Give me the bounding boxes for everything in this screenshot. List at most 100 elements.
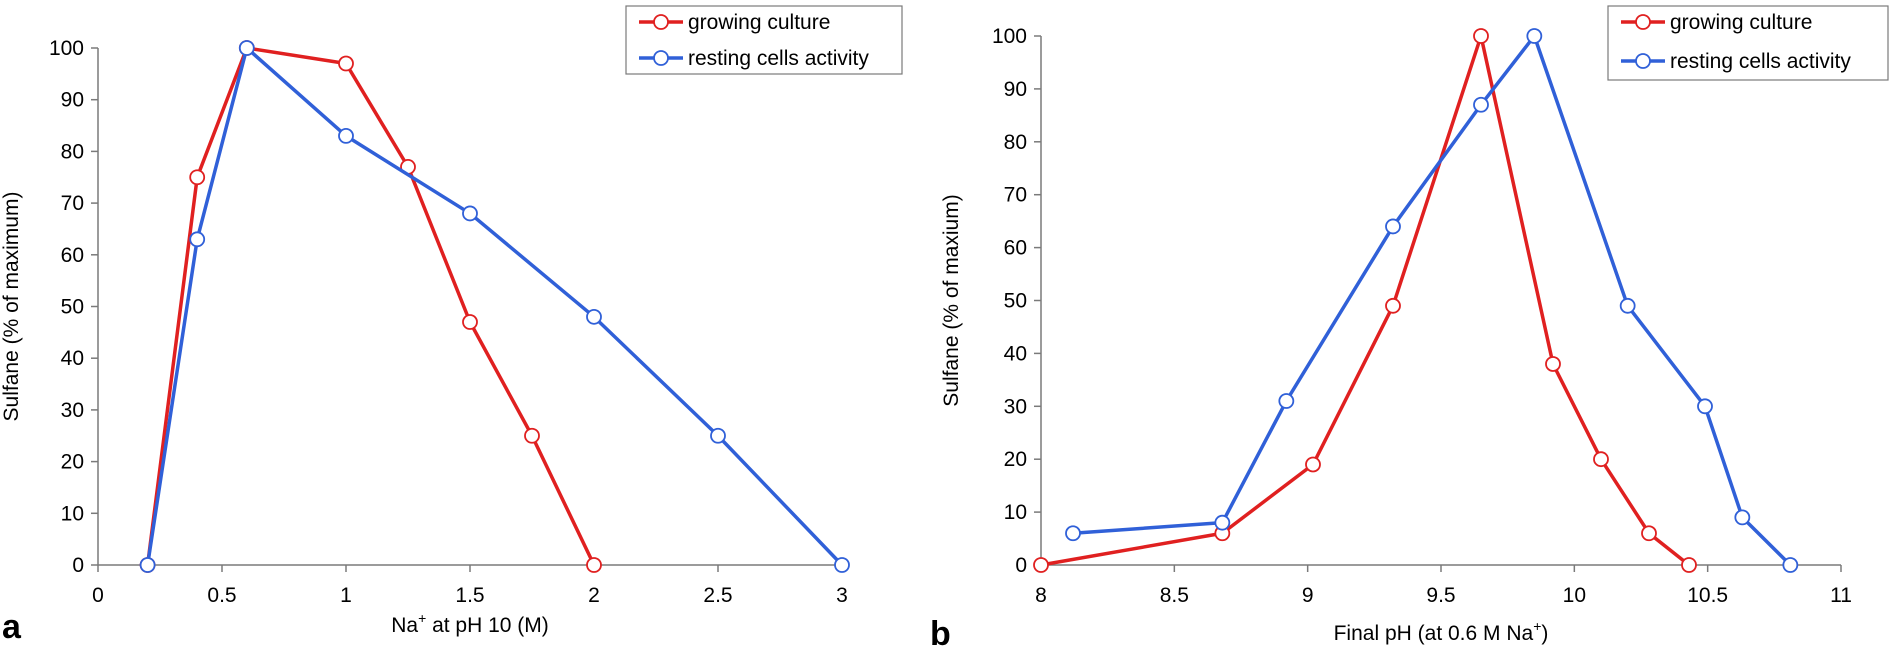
y-axis-title: Sulfane (% of maximum) [0,192,23,422]
legend-label: resting cells activity [1670,50,1851,73]
x-tick-label: 0 [92,584,104,607]
data-point [1526,28,1543,44]
y-tick-label: 10 [1004,501,1027,524]
y-tick-label: 40 [61,347,84,370]
y-tick-label: 80 [1004,131,1027,154]
y-tick-label: 10 [61,502,84,525]
data-point [338,127,354,144]
y-tick-label: 0 [72,554,84,577]
data-point [1214,514,1231,531]
data-point [462,205,478,222]
chart-panel-a: 0 0.5 1 1.5 2 2.5 30102030405060708090100Sulfa… [0,5,903,646]
x-tick-label: 2.5 [703,584,732,607]
y-tick-label: 30 [61,399,84,422]
legend-item: resting cells activity [639,47,869,70]
legend-label: growing culture [688,11,830,34]
x-tick-label: 8 [1035,584,1047,607]
data-point [1065,525,1081,542]
x-axis-title-main: Final pH (at 0.6 M Na [1334,622,1534,645]
data-point [1278,393,1295,409]
x-tick-label: 1.5 [455,584,484,607]
x-axis-title-superscript: + [1533,618,1541,634]
data-point [524,427,540,444]
data-point [1782,557,1799,573]
legend-item: resting cells activity [1621,50,1851,73]
x-axis-title-rest: at pH 10 (M) [426,614,549,637]
y-tick-label: 90 [61,89,84,112]
x-axis-title: Final pH (at 0.6 M Na+) [1334,618,1549,645]
y-tick-label: 20 [1004,448,1027,471]
legend: growing culture resting cells activity [1607,5,1889,81]
legend-item: growing culture [639,11,830,34]
x-axis-title-rest: ) [1541,622,1548,645]
data-point [189,231,206,248]
legend-box [1607,5,1889,81]
x-tick-label: 8.5 [1160,584,1189,607]
data-point [462,314,478,330]
y-tick-label: 80 [61,140,84,163]
data-point [1641,525,1657,542]
y-tick-label: 60 [1004,237,1027,260]
data-point [1593,451,1609,468]
chart-panel-b: 8 8.5 9 9.5 10 10.5 11 0 10 20 30 40 50 60 70 80 90 100 Su… [930,5,1889,653]
series-line-0 [145,46,596,566]
y-tick-label: 40 [1004,342,1027,365]
y-tick-label: 30 [1004,395,1027,418]
legend: growing culture resting cells activity [625,5,903,75]
data-point [189,169,206,186]
x-tick-label: 11 [1830,584,1852,607]
x-tick-label: 9.5 [1426,584,1455,607]
x-axis-title-superscript: + [418,610,426,626]
y-tick-label: 0 [1015,554,1027,577]
data-point [1033,557,1049,573]
data-point [586,308,602,325]
y-tick-label: 50 [61,296,84,319]
data-point [1385,218,1401,235]
y-tick-label: 70 [61,192,84,215]
data-point [1697,398,1713,415]
data-point [338,55,354,72]
data-point [1473,28,1489,44]
data-point [710,427,726,444]
y-tick-label: 60 [61,244,84,267]
y-tick-label: 100 [992,25,1027,48]
legend-box [625,5,903,75]
data-point [1305,456,1321,473]
data-point [834,557,850,573]
legend-marker [653,14,669,30]
y-tick-label: 50 [1004,290,1027,313]
data-point [1619,297,1636,314]
data-point [1734,509,1751,526]
y-tick-label: 20 [61,451,84,474]
y-tick-label: 100 [49,37,84,60]
data-point [1385,297,1401,314]
panel-letter: b [930,615,951,653]
series-line-0 [1040,34,1691,567]
y-axis-title: Sulfane (% of maxium) [940,194,963,406]
data-point [139,557,156,573]
data-point [1473,96,1489,113]
data-point [1545,356,1561,372]
x-tick-label: 2 [588,584,600,607]
legend-label: resting cells activity [688,47,869,70]
x-tick-label: 9 [1302,584,1314,607]
x-tick-label: 3 [836,584,848,607]
legend-marker [1635,14,1651,30]
x-tick-label: 10 [1563,584,1586,607]
series-line-1 [1072,34,1792,567]
x-axis-title: Na+ at pH 10 (M) [391,610,549,637]
x-tick-label: 1 [340,584,352,607]
panel-letter: a [2,608,22,646]
legend-marker [653,50,669,66]
y-tick-label: 90 [1004,78,1027,101]
x-tick-label: 0.5 [207,584,236,607]
x-axis-title-main: Na [391,614,418,637]
legend-marker [1635,53,1651,69]
data-point [586,557,602,573]
x-tick-label: 10.5 [1687,584,1728,607]
data-point [238,40,255,56]
legend-label: growing culture [1670,11,1812,34]
series-line-1 [145,46,844,567]
y-tick-label: 70 [1004,184,1027,207]
